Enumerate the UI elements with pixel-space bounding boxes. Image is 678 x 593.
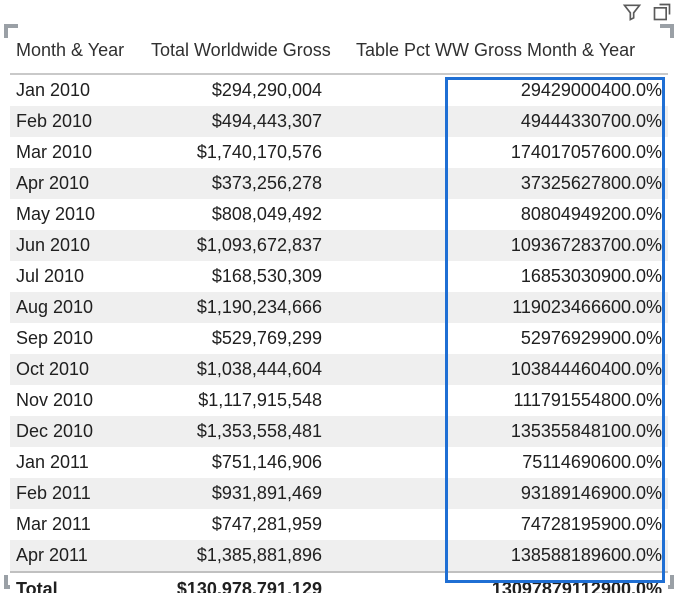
cell-gross: $747,281,959 xyxy=(145,509,350,540)
cell-gross: $294,290,004 xyxy=(145,74,350,106)
cell-pct: 37325627800.0% xyxy=(350,168,668,199)
cell-pct: 16853030900.0% xyxy=(350,261,668,292)
cell-gross: $373,256,278 xyxy=(145,168,350,199)
focus-mode-icon[interactable] xyxy=(652,2,672,22)
table-row[interactable]: Jan 2011$751,146,90675114690600.0% xyxy=(10,447,668,478)
table-row[interactable]: May 2010$808,049,49280804949200.0% xyxy=(10,199,668,230)
cell-gross: $494,443,307 xyxy=(145,106,350,137)
cell-month: Jun 2010 xyxy=(10,230,145,261)
filter-icon[interactable] xyxy=(622,2,642,22)
total-gross: $130,978,791,129 xyxy=(145,572,350,593)
cell-gross: $1,117,915,548 xyxy=(145,385,350,416)
cell-gross: $1,093,672,837 xyxy=(145,230,350,261)
cell-pct: 93189146900.0% xyxy=(350,478,668,509)
table-total-row: Total $130,978,791,129 13097879112900.0% xyxy=(10,572,668,593)
cell-month: Jan 2010 xyxy=(10,74,145,106)
table-row[interactable]: Jun 2010$1,093,672,837109367283700.0% xyxy=(10,230,668,261)
cell-pct: 52976929900.0% xyxy=(350,323,668,354)
cell-month: May 2010 xyxy=(10,199,145,230)
table-row[interactable]: Jul 2010$168,530,30916853030900.0% xyxy=(10,261,668,292)
table-row[interactable]: Sep 2010$529,769,29952976929900.0% xyxy=(10,323,668,354)
table-header-row: Month & Year Total Worldwide Gross Table… xyxy=(10,30,668,74)
table-row[interactable]: Dec 2010$1,353,558,481135355848100.0% xyxy=(10,416,668,447)
table-row[interactable]: Apr 2010$373,256,27837325627800.0% xyxy=(10,168,668,199)
cell-month: Apr 2011 xyxy=(10,540,145,572)
cell-month: Nov 2010 xyxy=(10,385,145,416)
cell-month: Feb 2011 xyxy=(10,478,145,509)
cell-pct: 103844460400.0% xyxy=(350,354,668,385)
total-label: Total xyxy=(10,572,145,593)
col-header-month[interactable]: Month & Year xyxy=(10,30,145,74)
cell-month: Apr 2010 xyxy=(10,168,145,199)
cell-gross: $529,769,299 xyxy=(145,323,350,354)
table-row[interactable]: Aug 2010$1,190,234,666119023466600.0% xyxy=(10,292,668,323)
cell-pct: 75114690600.0% xyxy=(350,447,668,478)
cell-month: Mar 2011 xyxy=(10,509,145,540)
table-row[interactable]: Nov 2010$1,117,915,548111791554800.0% xyxy=(10,385,668,416)
cell-month: Jan 2011 xyxy=(10,447,145,478)
cell-pct: 49444330700.0% xyxy=(350,106,668,137)
cell-gross: $1,385,881,896 xyxy=(145,540,350,572)
table-row[interactable]: Mar 2011$747,281,95974728195900.0% xyxy=(10,509,668,540)
cell-gross: $168,530,309 xyxy=(145,261,350,292)
table-row[interactable]: Jan 2010$294,290,00429429000400.0% xyxy=(10,74,668,106)
cell-month: Feb 2010 xyxy=(10,106,145,137)
cell-pct: 74728195900.0% xyxy=(350,509,668,540)
cell-pct: 29429000400.0% xyxy=(350,74,668,106)
cell-gross: $808,049,492 xyxy=(145,199,350,230)
table-visual: Month & Year Total Worldwide Gross Table… xyxy=(0,0,678,593)
visual-toolbar xyxy=(622,2,672,22)
total-pct: 13097879112900.0% xyxy=(350,572,668,593)
cell-month: Oct 2010 xyxy=(10,354,145,385)
cell-gross: $1,353,558,481 xyxy=(145,416,350,447)
table-row[interactable]: Feb 2011$931,891,46993189146900.0% xyxy=(10,478,668,509)
cell-gross: $1,038,444,604 xyxy=(145,354,350,385)
cell-pct: 174017057600.0% xyxy=(350,137,668,168)
table-row[interactable]: Oct 2010$1,038,444,604103844460400.0% xyxy=(10,354,668,385)
table-row[interactable]: Mar 2010$1,740,170,576174017057600.0% xyxy=(10,137,668,168)
col-header-gross[interactable]: Total Worldwide Gross xyxy=(145,30,350,74)
data-table: Month & Year Total Worldwide Gross Table… xyxy=(10,30,668,593)
cell-gross: $751,146,906 xyxy=(145,447,350,478)
cell-pct: 111791554800.0% xyxy=(350,385,668,416)
table-row[interactable]: Apr 2011$1,385,881,896138588189600.0% xyxy=(10,540,668,572)
cell-month: Dec 2010 xyxy=(10,416,145,447)
cell-pct: 80804949200.0% xyxy=(350,199,668,230)
cell-pct: 135355848100.0% xyxy=(350,416,668,447)
cell-gross: $931,891,469 xyxy=(145,478,350,509)
cell-gross: $1,740,170,576 xyxy=(145,137,350,168)
cell-pct: 138588189600.0% xyxy=(350,540,668,572)
col-header-pct[interactable]: Table Pct WW Gross Month & Year xyxy=(350,30,668,74)
table-row[interactable]: Feb 2010$494,443,30749444330700.0% xyxy=(10,106,668,137)
cell-pct: 119023466600.0% xyxy=(350,292,668,323)
cell-pct: 109367283700.0% xyxy=(350,230,668,261)
table-container: Month & Year Total Worldwide Gross Table… xyxy=(10,30,668,583)
cell-month: Sep 2010 xyxy=(10,323,145,354)
cell-gross: $1,190,234,666 xyxy=(145,292,350,323)
cell-month: Aug 2010 xyxy=(10,292,145,323)
cell-month: Mar 2010 xyxy=(10,137,145,168)
cell-month: Jul 2010 xyxy=(10,261,145,292)
